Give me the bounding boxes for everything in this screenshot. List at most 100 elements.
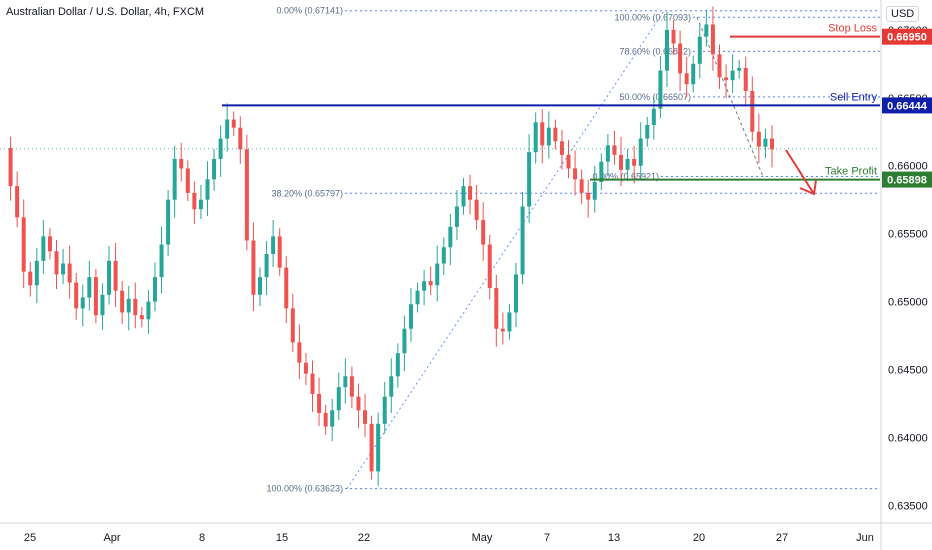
sell-entry-label: Sell Entry bbox=[830, 91, 878, 103]
candle-body bbox=[231, 119, 236, 128]
candle-body bbox=[697, 36, 702, 64]
candle-body bbox=[146, 301, 151, 320]
fib-level-label: 100.00% (0.67093) bbox=[614, 12, 691, 22]
candle-body bbox=[573, 168, 578, 180]
candle-body bbox=[435, 263, 440, 286]
candle-body bbox=[408, 304, 413, 329]
candle-body bbox=[500, 328, 505, 332]
candle-body bbox=[356, 396, 361, 411]
take-profit-badge: 0.65898 bbox=[887, 175, 927, 187]
candle-body bbox=[389, 376, 394, 397]
y-tick-label: 0.66000 bbox=[888, 161, 928, 173]
candle-body bbox=[277, 236, 282, 268]
candle-body bbox=[724, 77, 729, 81]
candle-body bbox=[559, 141, 564, 155]
x-tick-label: 25 bbox=[24, 532, 36, 544]
candle-body bbox=[152, 277, 157, 302]
candle-body bbox=[87, 277, 92, 298]
candle-body bbox=[41, 236, 46, 261]
candle-body bbox=[303, 362, 308, 374]
candle-body bbox=[579, 179, 584, 193]
candle-body bbox=[717, 54, 722, 78]
candle-body bbox=[750, 91, 755, 132]
stop-loss-badge: 0.66950 bbox=[887, 32, 927, 44]
candle-body bbox=[258, 277, 262, 295]
x-tick-label: 7 bbox=[544, 532, 550, 544]
candle-body bbox=[592, 182, 597, 200]
candle-body bbox=[251, 240, 256, 295]
candle-body bbox=[763, 138, 768, 147]
fib-level-label: 0.00% (0.65921) bbox=[592, 171, 659, 181]
currency-button[interactable]: USD bbox=[886, 6, 920, 22]
candle-body bbox=[422, 281, 427, 291]
y-tick-label: 0.63500 bbox=[888, 500, 928, 512]
candle-body bbox=[323, 412, 328, 427]
candle-body bbox=[238, 127, 243, 150]
candle-body bbox=[448, 226, 453, 248]
candle-body bbox=[67, 263, 72, 283]
candle-body bbox=[743, 67, 748, 92]
candle-body bbox=[461, 186, 466, 207]
candle-body bbox=[264, 254, 269, 278]
candle-body bbox=[21, 217, 26, 272]
candle-body bbox=[166, 199, 171, 245]
candle-body bbox=[658, 70, 663, 109]
candle-body bbox=[664, 29, 669, 71]
candle-body bbox=[212, 158, 217, 180]
candle-body bbox=[47, 236, 52, 252]
candle-body bbox=[514, 274, 518, 313]
candle-body bbox=[395, 353, 400, 377]
candle-body bbox=[454, 206, 459, 227]
candle-body bbox=[678, 43, 683, 74]
candle-body bbox=[133, 298, 138, 316]
projection-arrow-line bbox=[785, 149, 815, 195]
candle-body bbox=[402, 328, 407, 354]
candle-body bbox=[159, 244, 164, 278]
candle-body bbox=[225, 119, 230, 139]
fib-level-label: 50.00% (0.66507) bbox=[619, 92, 691, 102]
x-tick-label: May bbox=[472, 532, 493, 544]
candle-body bbox=[330, 410, 335, 427]
candle-body bbox=[756, 131, 761, 147]
x-tick-label: 22 bbox=[358, 532, 370, 544]
candle-body bbox=[684, 73, 689, 85]
candle-body bbox=[343, 376, 348, 388]
fib-level-label: 78.60% (0.66842) bbox=[619, 46, 691, 56]
candle-body bbox=[61, 263, 66, 275]
candle-body bbox=[645, 124, 650, 139]
x-tick-label: 15 bbox=[276, 532, 288, 544]
candle-body bbox=[376, 423, 381, 472]
candle-body bbox=[363, 410, 368, 424]
candle-body bbox=[290, 308, 295, 343]
candle-body bbox=[546, 127, 551, 146]
candle-body bbox=[770, 138, 774, 150]
y-tick-label: 0.64500 bbox=[888, 364, 928, 376]
candle-body bbox=[185, 168, 190, 193]
candle-body bbox=[553, 127, 558, 142]
time-axis[interactable]: 25 Apr 8 15 22 May 7 13 20 27 Jun bbox=[24, 532, 874, 544]
candle-body bbox=[638, 138, 643, 166]
candle-body bbox=[625, 158, 630, 170]
x-tick-label: Jun bbox=[856, 532, 874, 544]
x-tick-label: 13 bbox=[608, 532, 620, 544]
candle-body bbox=[586, 192, 591, 200]
candle-body bbox=[74, 282, 79, 309]
candle-body bbox=[120, 290, 125, 313]
candle-body bbox=[507, 312, 512, 332]
candle-body bbox=[198, 199, 203, 210]
candle-body bbox=[619, 154, 624, 170]
candle-body bbox=[566, 154, 571, 169]
candle-body bbox=[605, 145, 610, 162]
x-tick-label: 8 bbox=[199, 532, 205, 544]
candle-body bbox=[474, 199, 479, 221]
fib-trend-line bbox=[696, 17, 764, 177]
stop-loss-badge-bg bbox=[882, 28, 932, 45]
candle-body bbox=[369, 423, 374, 472]
sell-entry-badge-bg bbox=[882, 97, 932, 114]
projection-arrow-head bbox=[799, 179, 817, 196]
candle-body bbox=[632, 158, 637, 166]
candle-body bbox=[297, 342, 302, 363]
candle-body bbox=[179, 158, 184, 169]
candle-body bbox=[691, 63, 696, 85]
